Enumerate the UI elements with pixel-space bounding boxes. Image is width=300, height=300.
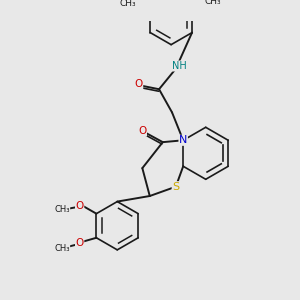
Text: N: N bbox=[179, 135, 188, 145]
Text: O: O bbox=[134, 79, 143, 89]
Text: CH₃: CH₃ bbox=[54, 206, 70, 214]
Text: CH₃: CH₃ bbox=[120, 0, 136, 8]
Text: CH₃: CH₃ bbox=[54, 244, 70, 253]
Text: O: O bbox=[76, 238, 84, 248]
Text: NH: NH bbox=[172, 61, 187, 71]
Text: S: S bbox=[172, 182, 179, 192]
Text: CH₃: CH₃ bbox=[204, 0, 221, 5]
Text: O: O bbox=[76, 201, 84, 211]
Text: O: O bbox=[138, 126, 146, 136]
